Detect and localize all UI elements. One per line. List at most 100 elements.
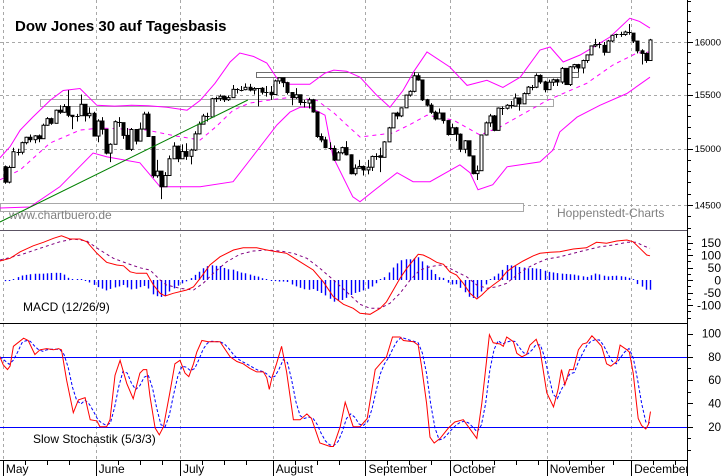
- month-labels: May June July August September October Novembe…: [6, 462, 687, 476]
- candle-body: [505, 104, 510, 109]
- month-label: November: [550, 462, 605, 476]
- macd-axis-label: 0: [714, 273, 721, 287]
- candlestick: [340, 146, 345, 155]
- stochastic-d-line: [0, 336, 651, 447]
- candlestick: [378, 147, 383, 173]
- candlestick: [619, 31, 624, 37]
- candle-body: [412, 75, 417, 92]
- month-label: September: [368, 462, 427, 476]
- candlestick: [83, 103, 88, 122]
- candle-body: [479, 134, 484, 172]
- candle-body: [285, 82, 290, 94]
- candlestick: [189, 148, 194, 165]
- candle-body: [446, 120, 451, 136]
- candle-body: [463, 140, 468, 150]
- candle-body: [129, 129, 134, 150]
- candlestick: [387, 126, 392, 143]
- candlestick: [589, 45, 594, 56]
- candle-body: [564, 67, 569, 86]
- candlestick: [66, 90, 71, 118]
- month-label: June: [99, 462, 125, 476]
- candlestick: [75, 113, 80, 122]
- candle-body: [252, 88, 257, 91]
- candlestick: [281, 77, 286, 88]
- candle-body: [70, 114, 75, 118]
- candlestick: [332, 145, 337, 161]
- candlestick: [290, 92, 295, 106]
- candle-body: [83, 103, 88, 117]
- candle-body: [623, 31, 628, 35]
- candlestick: [7, 165, 12, 184]
- candle-body: [58, 109, 63, 113]
- candlestick: [231, 84, 236, 99]
- candlestick: [323, 136, 328, 149]
- candle-body: [543, 81, 548, 91]
- candlestick: [315, 111, 320, 138]
- candlestick: [33, 135, 38, 144]
- candlestick: [121, 122, 126, 139]
- candlestick: [458, 133, 463, 153]
- candle-body: [349, 154, 354, 175]
- candlestick: [517, 97, 522, 111]
- candle-body: [281, 77, 286, 84]
- candlestick: [311, 98, 316, 113]
- candle-body: [311, 99, 316, 113]
- candlestick: [28, 134, 33, 143]
- candle-body: [142, 113, 147, 130]
- candle-body: [33, 135, 38, 141]
- candle-body: [429, 104, 434, 113]
- candlestick: [564, 67, 569, 86]
- candlestick: [399, 107, 404, 118]
- candle-body: [454, 127, 459, 135]
- candlestick: [606, 39, 611, 53]
- candlestick: [172, 142, 177, 160]
- candle-body: [404, 94, 409, 109]
- candlestick: [125, 127, 130, 150]
- candle-body: [92, 112, 97, 137]
- candle-body: [631, 32, 636, 42]
- candle-body: [226, 97, 231, 101]
- candlestick: [446, 120, 451, 136]
- candlestick: [273, 79, 278, 96]
- candlestick: [534, 73, 539, 89]
- candle-body: [585, 54, 590, 62]
- candlestick: [100, 117, 105, 135]
- macd-axis-label: 100: [701, 248, 721, 262]
- candle-body: [307, 99, 312, 104]
- candlestick: [547, 79, 552, 91]
- candlestick: [62, 104, 67, 113]
- candlestick: [627, 23, 632, 35]
- candle-body: [146, 113, 151, 137]
- candle-body: [644, 52, 649, 62]
- candle-body: [210, 98, 215, 118]
- candlestick: [382, 141, 387, 158]
- candle-body: [391, 112, 396, 129]
- candlestick: [277, 77, 282, 84]
- candlestick: [41, 123, 46, 140]
- candlestick: [572, 63, 577, 70]
- candle-body: [366, 166, 371, 171]
- candle-body: [260, 87, 265, 93]
- candlestick: [235, 88, 240, 94]
- candlestick: [479, 134, 484, 172]
- support-trendline: [0, 99, 249, 223]
- candle-body: [357, 165, 362, 169]
- candle-body: [353, 167, 358, 175]
- price-axis-label: 15500: [695, 90, 721, 101]
- candlestick: [336, 151, 341, 161]
- candle-body: [433, 111, 438, 120]
- candlestick: [37, 134, 42, 143]
- candle-body: [100, 120, 105, 130]
- candle-body: [602, 44, 607, 53]
- stochastic-axis-label: 40: [708, 399, 721, 411]
- candlestick: [328, 142, 333, 150]
- candle-body: [332, 147, 337, 161]
- candlestick: [344, 141, 349, 156]
- candle-body: [408, 90, 413, 96]
- price-axis-label: 14500: [695, 200, 721, 211]
- candle-body: [606, 40, 611, 53]
- candlestick: [298, 94, 303, 106]
- candlestick: [353, 164, 358, 176]
- candlestick: [543, 80, 548, 93]
- candle-body: [54, 109, 59, 124]
